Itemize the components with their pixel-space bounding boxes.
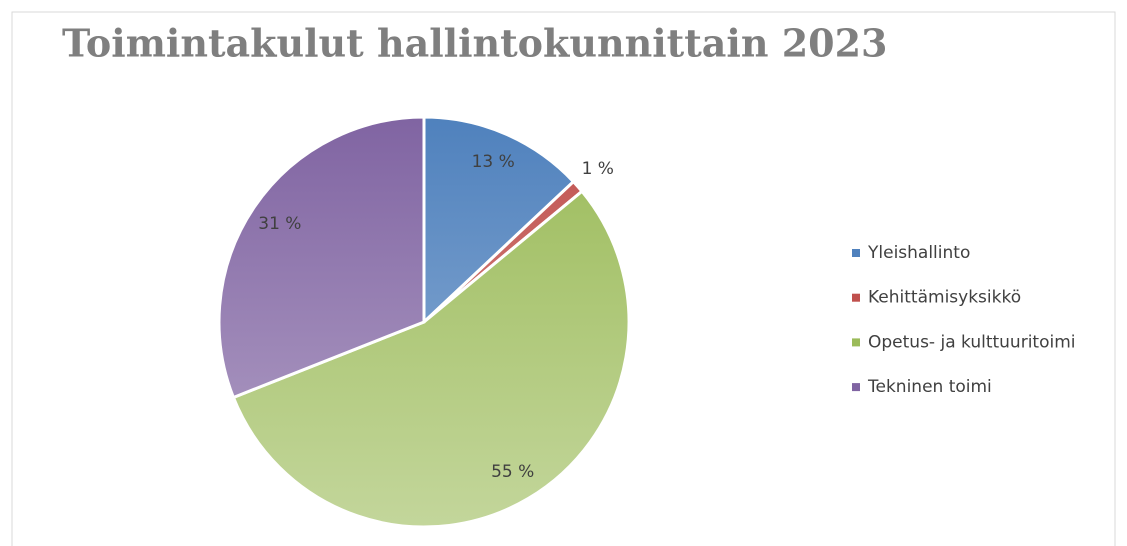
legend-swatch: [852, 383, 860, 392]
pie-slice: [422, 115, 576, 326]
data-label: 31 %: [258, 214, 301, 234]
data-label: 1 %: [582, 159, 614, 179]
chart-title: Toimintakulut hallintokunnittain 2023: [62, 21, 887, 66]
legend-swatch: [852, 338, 860, 347]
legend-label: Yleishallinto: [867, 243, 970, 263]
pie-slice: [217, 115, 426, 400]
pie-slice: [231, 189, 631, 529]
legend-label: Tekninen toimi: [867, 377, 992, 397]
legend-label: Opetus- ja kulttuuritoimi: [868, 332, 1076, 352]
data-label: 13 %: [472, 152, 515, 172]
legend-label: Kehittämisyksikkö: [868, 288, 1021, 308]
legend-swatch: [852, 249, 860, 257]
legend-swatch: [852, 293, 860, 302]
data-label: 55 %: [491, 462, 534, 482]
